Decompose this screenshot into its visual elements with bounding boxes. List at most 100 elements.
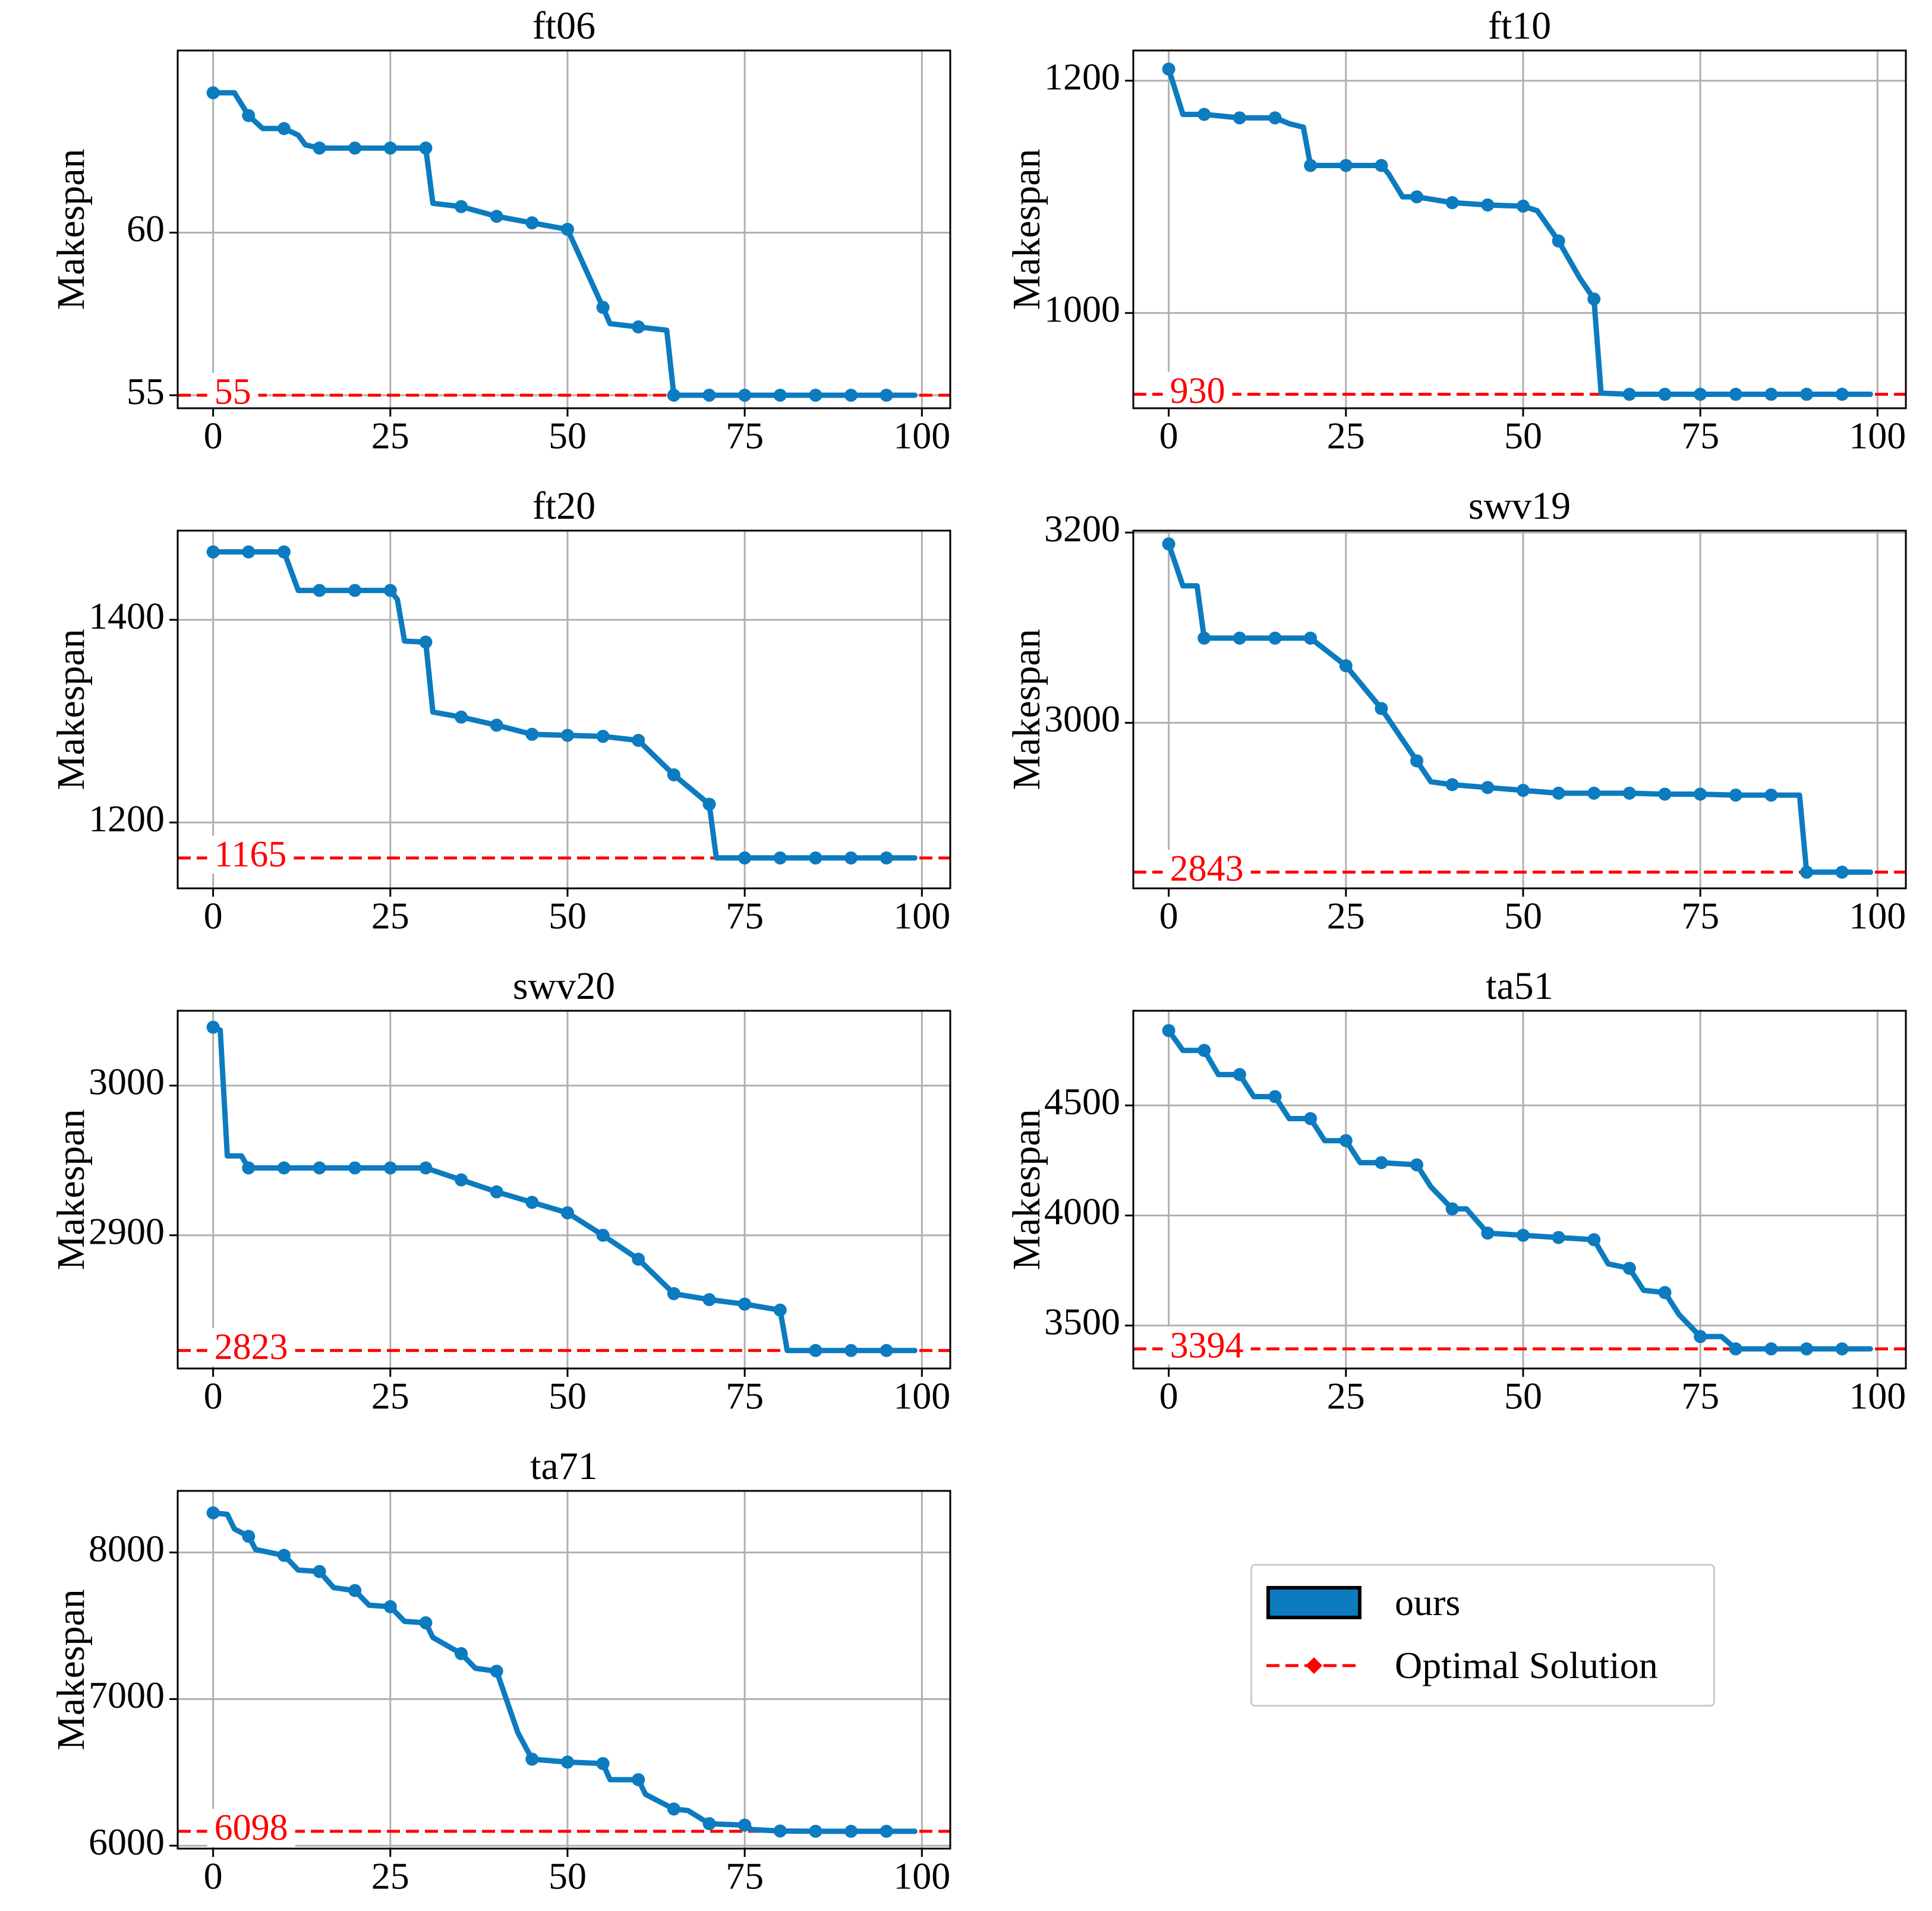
data-point — [1162, 62, 1175, 76]
data-point — [1622, 387, 1636, 401]
x-tick-label: 50 — [549, 1855, 587, 1897]
legend: ours Optimal Solution — [1250, 1564, 1715, 1707]
data-point — [1587, 786, 1601, 800]
data-point — [1800, 387, 1814, 401]
optimal-label-background — [207, 373, 259, 411]
data-point — [1552, 786, 1565, 800]
legend-item-optimal: Optimal Solution — [1252, 1636, 1713, 1695]
chart-title: ft10 — [1488, 4, 1551, 48]
optimal-value-label: 930 — [1170, 371, 1225, 411]
diamond-marker-icon — [1306, 1657, 1322, 1674]
data-point — [1587, 292, 1601, 306]
data-point — [242, 1530, 256, 1543]
data-point — [844, 1344, 858, 1357]
y-tick-label: 3500 — [1044, 1300, 1120, 1342]
chart-title: ta71 — [530, 1445, 598, 1488]
plot-frame — [177, 529, 951, 890]
y-tick-label: 3000 — [89, 1061, 165, 1103]
data-point — [525, 1752, 539, 1766]
series-line-ours — [210, 1510, 918, 1834]
y-tick-label: 55 — [127, 370, 165, 412]
x-tick-label: 100 — [1849, 1375, 1906, 1417]
data-point — [277, 1549, 291, 1562]
data-point — [455, 710, 468, 724]
data-point — [277, 1161, 291, 1175]
x-tick-label: 50 — [549, 415, 587, 457]
legend-line-optimal — [1266, 1657, 1361, 1674]
x-tick-label: 0 — [204, 1375, 223, 1417]
legend-label-ours: ours — [1395, 1581, 1461, 1623]
x-tick-label: 100 — [1849, 895, 1906, 937]
x-tick-label: 100 — [1849, 415, 1906, 457]
data-point — [1694, 1330, 1707, 1344]
data-point — [1835, 387, 1849, 401]
data-point — [277, 122, 291, 135]
y-tick-label: 6000 — [89, 1821, 165, 1863]
chart-panel-swv19: 2843 0 25 50 75 100 3000 3200 swv19 Makespan — [1005, 484, 1907, 937]
x-tick-label: 25 — [371, 1855, 409, 1897]
data-point — [348, 141, 362, 155]
optimal-value-label: 6098 — [215, 1808, 288, 1848]
data-point — [419, 1616, 433, 1630]
data-point — [1481, 781, 1495, 794]
x-tick-label: 50 — [549, 1375, 587, 1417]
y-tick-label: 7000 — [89, 1674, 165, 1716]
data-point — [1729, 387, 1742, 401]
x-tick-label: 50 — [1504, 415, 1542, 457]
data-point — [1694, 787, 1707, 801]
x-tick-label: 75 — [726, 1855, 764, 1897]
x-tick-label: 25 — [1327, 415, 1365, 457]
series-line-ours — [210, 549, 918, 861]
x-tick-label: 75 — [1681, 415, 1719, 457]
chart-panel-ta71: 6098 0 25 50 75 100 6000 7000 8000 ta71 Makespan — [49, 1445, 951, 1897]
data-point — [1516, 199, 1530, 213]
y-tick-label: 2900 — [89, 1210, 165, 1253]
data-point — [1197, 1043, 1211, 1057]
x-tick-label: 0 — [204, 1855, 223, 1897]
data-point — [667, 389, 680, 402]
data-point — [348, 1584, 362, 1597]
x-tick-label: 0 — [204, 415, 223, 457]
data-point — [702, 389, 716, 402]
data-point — [1481, 198, 1495, 212]
series-line-ours — [1166, 541, 1873, 875]
plot-frame — [1132, 1010, 1907, 1370]
chart-title: ft20 — [532, 484, 595, 528]
data-point — [596, 1757, 610, 1770]
data-point — [809, 1344, 822, 1357]
chart-title: swv20 — [513, 964, 615, 1008]
data-point — [1622, 786, 1636, 800]
data-point — [490, 1664, 503, 1678]
x-tick-label: 0 — [1159, 1375, 1178, 1417]
data-point — [383, 1161, 397, 1175]
data-point — [1764, 789, 1778, 802]
chart-panel-ft20: 1165 0 25 50 75 100 1200 1400 ft20 Makespan — [49, 484, 951, 937]
data-point — [419, 635, 433, 649]
x-tick-label: 0 — [1159, 415, 1178, 457]
x-tick-label: 75 — [726, 415, 764, 457]
data-point — [1764, 387, 1778, 401]
data-point — [1410, 1158, 1424, 1172]
x-tick-label: 50 — [549, 895, 587, 937]
data-point — [632, 734, 645, 748]
data-point — [1800, 865, 1814, 879]
data-point — [1339, 159, 1353, 172]
data-point — [1445, 778, 1459, 791]
data-point — [1233, 111, 1246, 125]
data-point — [348, 584, 362, 597]
data-point — [880, 389, 893, 402]
data-point — [1516, 784, 1530, 797]
data-point — [383, 584, 397, 597]
x-tick-label: 25 — [371, 895, 409, 937]
data-point — [1764, 1342, 1778, 1356]
data-point — [242, 1161, 256, 1175]
y-axis-label: Makespan — [49, 149, 93, 310]
data-point — [702, 797, 716, 811]
x-tick-label: 25 — [1327, 1375, 1365, 1417]
data-point — [455, 1647, 468, 1660]
y-tick-label: 3000 — [1044, 698, 1120, 740]
data-point — [1339, 1134, 1353, 1147]
data-point — [1410, 190, 1424, 204]
data-point — [1162, 537, 1175, 551]
data-point — [1835, 1342, 1849, 1356]
